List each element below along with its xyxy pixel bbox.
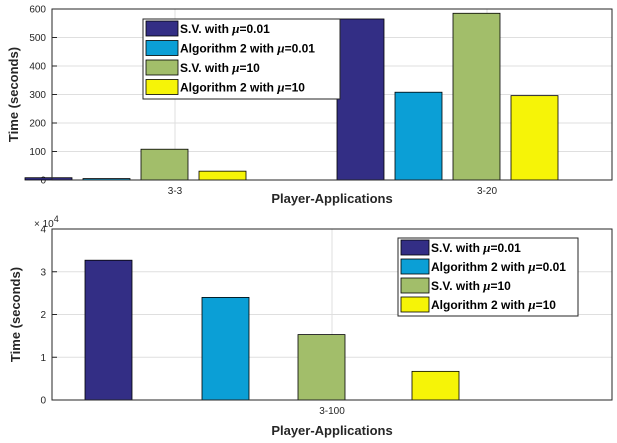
legend-entry: Algorithm 2 with μ=10 — [180, 80, 305, 95]
legend-swatch-alg2_10 — [400, 296, 430, 313]
y-multiplier-label: × 104 — [34, 214, 59, 230]
y-tick-label: 100 — [29, 147, 46, 158]
legend: S.V. with μ=0.01 Algorithm 2 with μ=0.01 S… — [142, 18, 341, 100]
bar-sv_001-3-20 — [336, 18, 385, 181]
bar-alg2_001-3-20 — [394, 91, 443, 181]
legend: S.V. with μ=0.01 Algorithm 2 with μ=0.01 S… — [397, 237, 579, 317]
x-tick-label: 3-100 — [319, 406, 345, 417]
legend-swatch-sv_10 — [400, 277, 430, 294]
legend-entry: Algorithm 2 with μ=0.01 — [431, 259, 566, 274]
x-axis-label: Player-Applications — [271, 423, 392, 438]
legend-entry: Algorithm 2 with μ=10 — [431, 297, 556, 312]
y-tick-label: 0 — [40, 396, 46, 407]
legend-swatch-sv_001 — [400, 239, 430, 256]
y-tick-label: 4 — [40, 225, 46, 236]
bar-sv_10-3-3 — [140, 148, 189, 181]
y-tick-label: 3 — [40, 267, 46, 278]
y-tick-label: 500 — [29, 33, 46, 44]
x-tick-label: 3-20 — [477, 186, 497, 197]
bar-sv_10-3-20 — [452, 12, 501, 181]
y-axis-label: Time (seconds) — [8, 267, 23, 362]
bar-alg2_10-3-3 — [198, 170, 247, 181]
axes-box — [51, 8, 613, 181]
bar-sv_10-3-100 — [297, 334, 346, 401]
bar-sv_001-3-100 — [84, 259, 133, 401]
legend-entry: S.V. with μ=10 — [180, 60, 260, 75]
chart-panel-2: 0 1 2 3 4 3-100 × 104 Time (seconds) Player-Appl… — [8, 214, 613, 438]
legend-entry: S.V. with μ=0.01 — [180, 21, 270, 36]
y-tick-label: 300 — [29, 90, 46, 101]
bar-alg2_10-3-100 — [411, 370, 460, 401]
bar-alg2_10-3-20 — [510, 95, 559, 181]
legend-swatch-sv_001 — [145, 20, 179, 37]
legend-swatch-alg2_001 — [400, 258, 430, 275]
legend-swatch-sv_10 — [145, 59, 179, 76]
bar-sv_001-3-3 — [24, 177, 73, 181]
y-tick-label: 2 — [40, 310, 46, 321]
legend-entry: Algorithm 2 with μ=0.01 — [180, 41, 315, 56]
legend-entry: S.V. with μ=10 — [431, 278, 511, 293]
x-tick-label: 3-3 — [168, 186, 183, 197]
y-tick-label: 0 — [40, 176, 46, 187]
legend-swatch-alg2_001 — [145, 40, 179, 56]
bar-alg2_001-3-100 — [201, 296, 250, 401]
y-tick-label: 1 — [40, 353, 46, 364]
y-tick-label: 200 — [29, 119, 46, 130]
legend-entry: S.V. with μ=0.01 — [431, 240, 521, 255]
y-tick-label: 400 — [29, 62, 46, 73]
chart-panel-1: 0 100 200 300 400 500 600 3-3 3-20 Time (seconds)… — [6, 5, 613, 206]
legend-swatch-alg2_10 — [145, 79, 179, 95]
axes-box — [51, 228, 613, 401]
y-tick-label: 600 — [29, 5, 46, 16]
x-axis-label: Player-Applications — [271, 191, 392, 206]
y-axis-label: Time (seconds) — [6, 47, 21, 142]
